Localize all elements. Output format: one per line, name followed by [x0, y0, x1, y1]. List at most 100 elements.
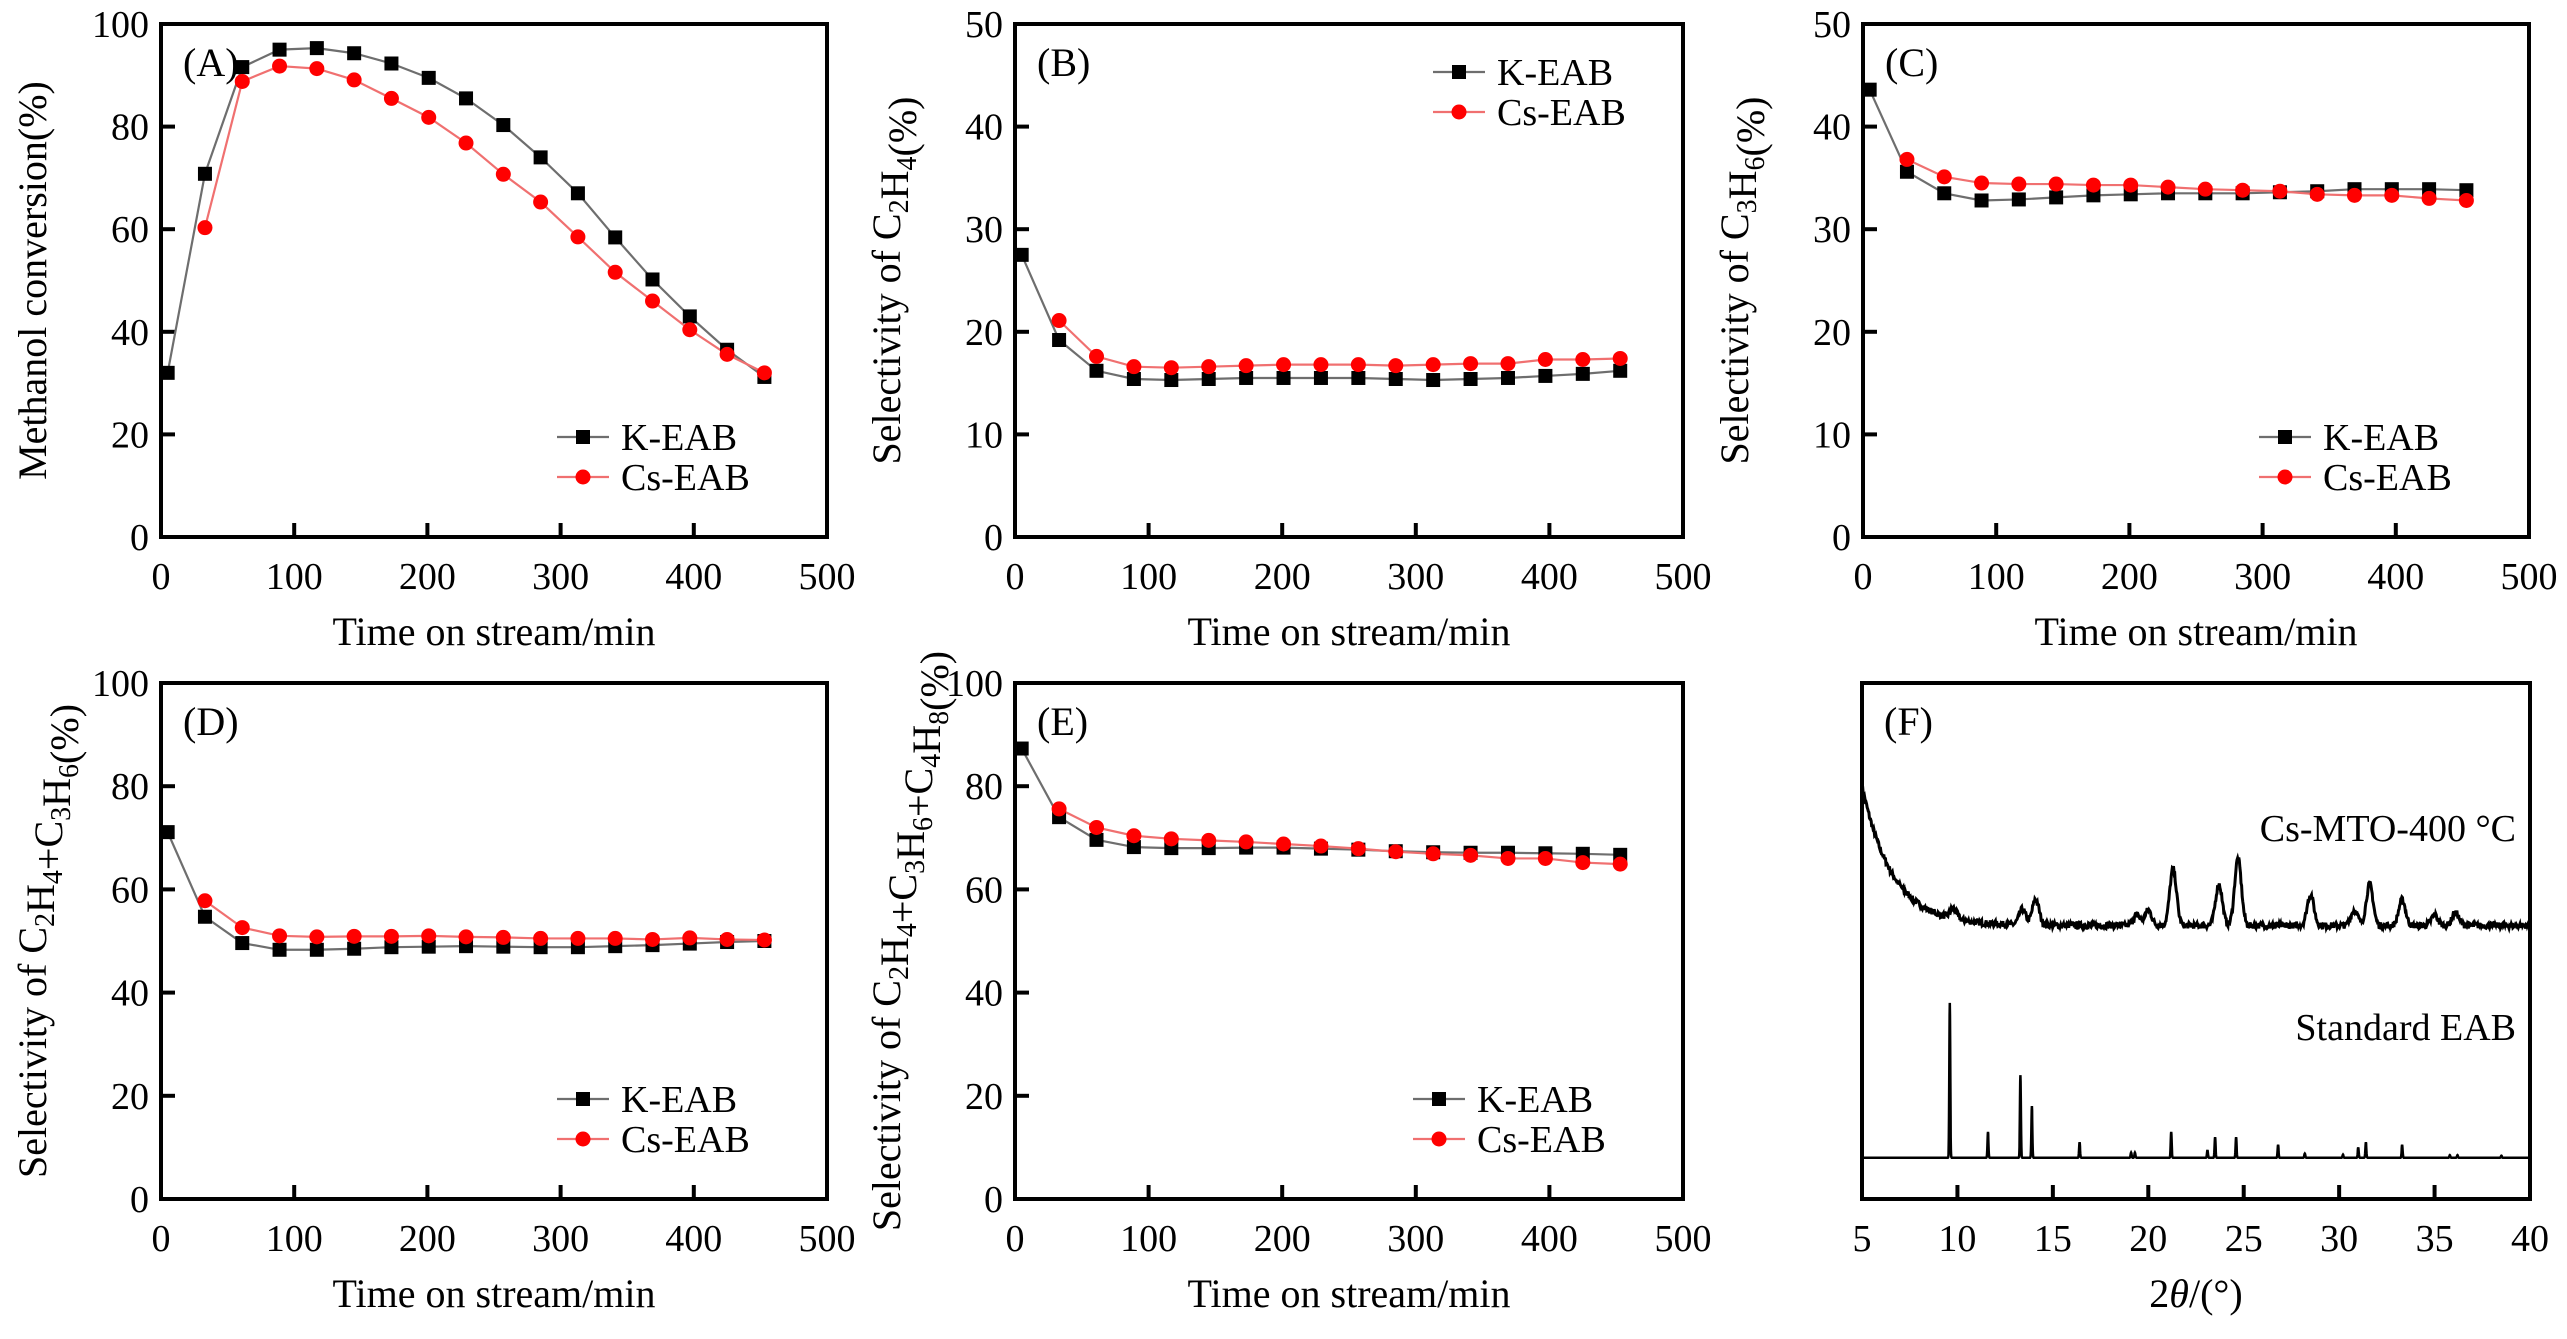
data-point-cs-eab	[1238, 358, 1254, 374]
x-tick-label: 100	[1120, 1218, 1177, 1260]
data-point-cs-eab	[2347, 187, 2363, 203]
panel-b: 0 100 200 300 400 500 0 10 20 30 40 50 Time on strea…	[864, 4, 1712, 654]
data-point-cs-eab	[234, 73, 250, 89]
x-axis-label: Time on stream/min	[2035, 609, 2358, 654]
data-point-k-eab	[272, 42, 287, 57]
data-point-k-eab	[2459, 183, 2474, 198]
x-tick-label: 300	[1387, 556, 1444, 598]
series-line-cs-eab	[1058, 319, 1621, 369]
x-tick-label: 100	[1968, 556, 2025, 598]
data-point-k-eab	[682, 309, 697, 324]
data-point-cs-eab	[1276, 357, 1292, 373]
x-tick-label: 300	[532, 1218, 589, 1260]
legend-marker-square	[1432, 1092, 1446, 1106]
data-point-cs-eab	[1500, 356, 1516, 372]
legend-label: K-EAB	[2323, 417, 2439, 459]
data-point-cs-eab	[719, 931, 735, 947]
data-point-k-eab	[309, 942, 324, 957]
data-point-cs-eab	[309, 61, 325, 77]
panel-e: 0 100 200 300 400 500 0 20 40 60 80 100 Time on stre…	[864, 651, 1712, 1316]
data-point-cs-eab	[2011, 176, 2027, 192]
x-tick-label: 0	[152, 1218, 171, 1260]
plot-frame	[1013, 681, 1685, 1201]
x-tick-label: 0	[1006, 556, 1025, 598]
x-tick-label: 400	[665, 556, 722, 598]
y-tick-label: 50	[965, 4, 1003, 46]
data-point-k-eab	[1937, 186, 1952, 201]
data-point-cs-eab	[2272, 183, 2288, 199]
y-tick-label: 40	[965, 973, 1003, 1015]
data-point-k-eab	[1313, 370, 1328, 385]
xrd-pattern-standard-eab	[1862, 1002, 2530, 1159]
plot-frame	[1861, 22, 2531, 539]
data-point-cs-eab	[2235, 182, 2251, 198]
x-tick-label: 300	[1387, 1218, 1444, 1260]
panel-f: 5 10 15 20 25 30 35 40 2θ/(°) (F) Cs-MTO-400 °C Sta…	[1853, 681, 2549, 1316]
x-tick-label: 200	[1254, 1218, 1311, 1260]
y-tick-label: 0	[130, 1179, 149, 1221]
y-tick-label: 80	[111, 766, 149, 808]
panel-tag: (C)	[1885, 40, 1938, 85]
data-point-k-eab	[1426, 373, 1441, 388]
y-tick-label: 80	[965, 766, 1003, 808]
y-axis-label: Selectivity of C2H4+C3H6(%)	[10, 704, 87, 1178]
y-axis-label: Selectivity of C2H4(%)	[864, 97, 925, 465]
x-tick-label: 15	[2034, 1218, 2072, 1260]
plot-frame	[1860, 681, 2532, 1201]
data-point-cs-eab	[1276, 836, 1292, 852]
annotation-cs-mto: Cs-MTO-400 °C	[2260, 808, 2516, 850]
data-point-k-eab	[197, 909, 212, 924]
data-point-cs-eab	[645, 293, 661, 309]
data-point-k-eab	[1538, 368, 1553, 383]
data-point-k-eab	[1089, 832, 1104, 847]
data-point-cs-eab	[607, 264, 623, 280]
x-tick-label: 400	[665, 1218, 722, 1260]
data-point-k-eab	[384, 56, 399, 71]
y-tick-label: 20	[965, 1076, 1003, 1118]
data-point-cs-eab	[1238, 834, 1254, 850]
plot-frame	[1013, 22, 1685, 539]
data-point-k-eab	[160, 365, 175, 380]
y-tick-label: 0	[130, 517, 149, 559]
xrd-pattern-cs-mto	[1860, 785, 2532, 934]
data-point-cs-eab	[2384, 187, 2400, 203]
data-point-k-eab	[1575, 366, 1590, 381]
data-point-cs-eab	[1537, 850, 1553, 866]
data-point-cs-eab	[495, 929, 511, 945]
data-point-cs-eab	[1201, 832, 1217, 848]
x-axis-label: Time on stream/min	[1188, 609, 1511, 654]
legend-marker-square	[1452, 65, 1466, 79]
legend-marker-circle	[2277, 469, 2293, 485]
panel-tag: (A)	[183, 40, 239, 85]
data-point-cs-eab	[2160, 179, 2176, 195]
data-point-cs-eab	[2421, 190, 2437, 206]
data-point-k-eab	[1014, 247, 1029, 262]
data-point-cs-eab	[756, 365, 772, 381]
panel-c: 0 100 200 300 400 500 0 10 20 30 40 50 Time on strea…	[1712, 4, 2558, 654]
data-point-k-eab	[384, 940, 399, 955]
data-point-cs-eab	[1425, 846, 1441, 862]
data-point-cs-eab	[1612, 350, 1628, 366]
data-point-k-eab	[1351, 370, 1366, 385]
data-point-cs-eab	[1350, 841, 1366, 857]
data-point-cs-eab	[495, 166, 511, 182]
data-point-cs-eab	[756, 932, 772, 948]
data-point-cs-eab	[1126, 359, 1142, 375]
data-point-cs-eab	[1088, 819, 1104, 835]
legend-marker-circle	[1451, 104, 1467, 120]
y-tick-label: 50	[1813, 4, 1851, 46]
data-point-k-eab	[496, 118, 511, 133]
legend-marker-circle	[575, 469, 591, 485]
data-point-cs-eab	[1088, 348, 1104, 364]
data-point-cs-eab	[2123, 177, 2139, 193]
data-point-k-eab	[1613, 363, 1628, 378]
data-point-k-eab	[160, 825, 175, 840]
data-point-cs-eab	[197, 220, 213, 236]
data-point-cs-eab	[346, 72, 362, 88]
y-tick-label: 100	[92, 663, 149, 705]
plot-frame	[159, 681, 829, 1201]
x-tick-label: 10	[1938, 1218, 1976, 1260]
x-tick-label: 100	[1120, 556, 1177, 598]
